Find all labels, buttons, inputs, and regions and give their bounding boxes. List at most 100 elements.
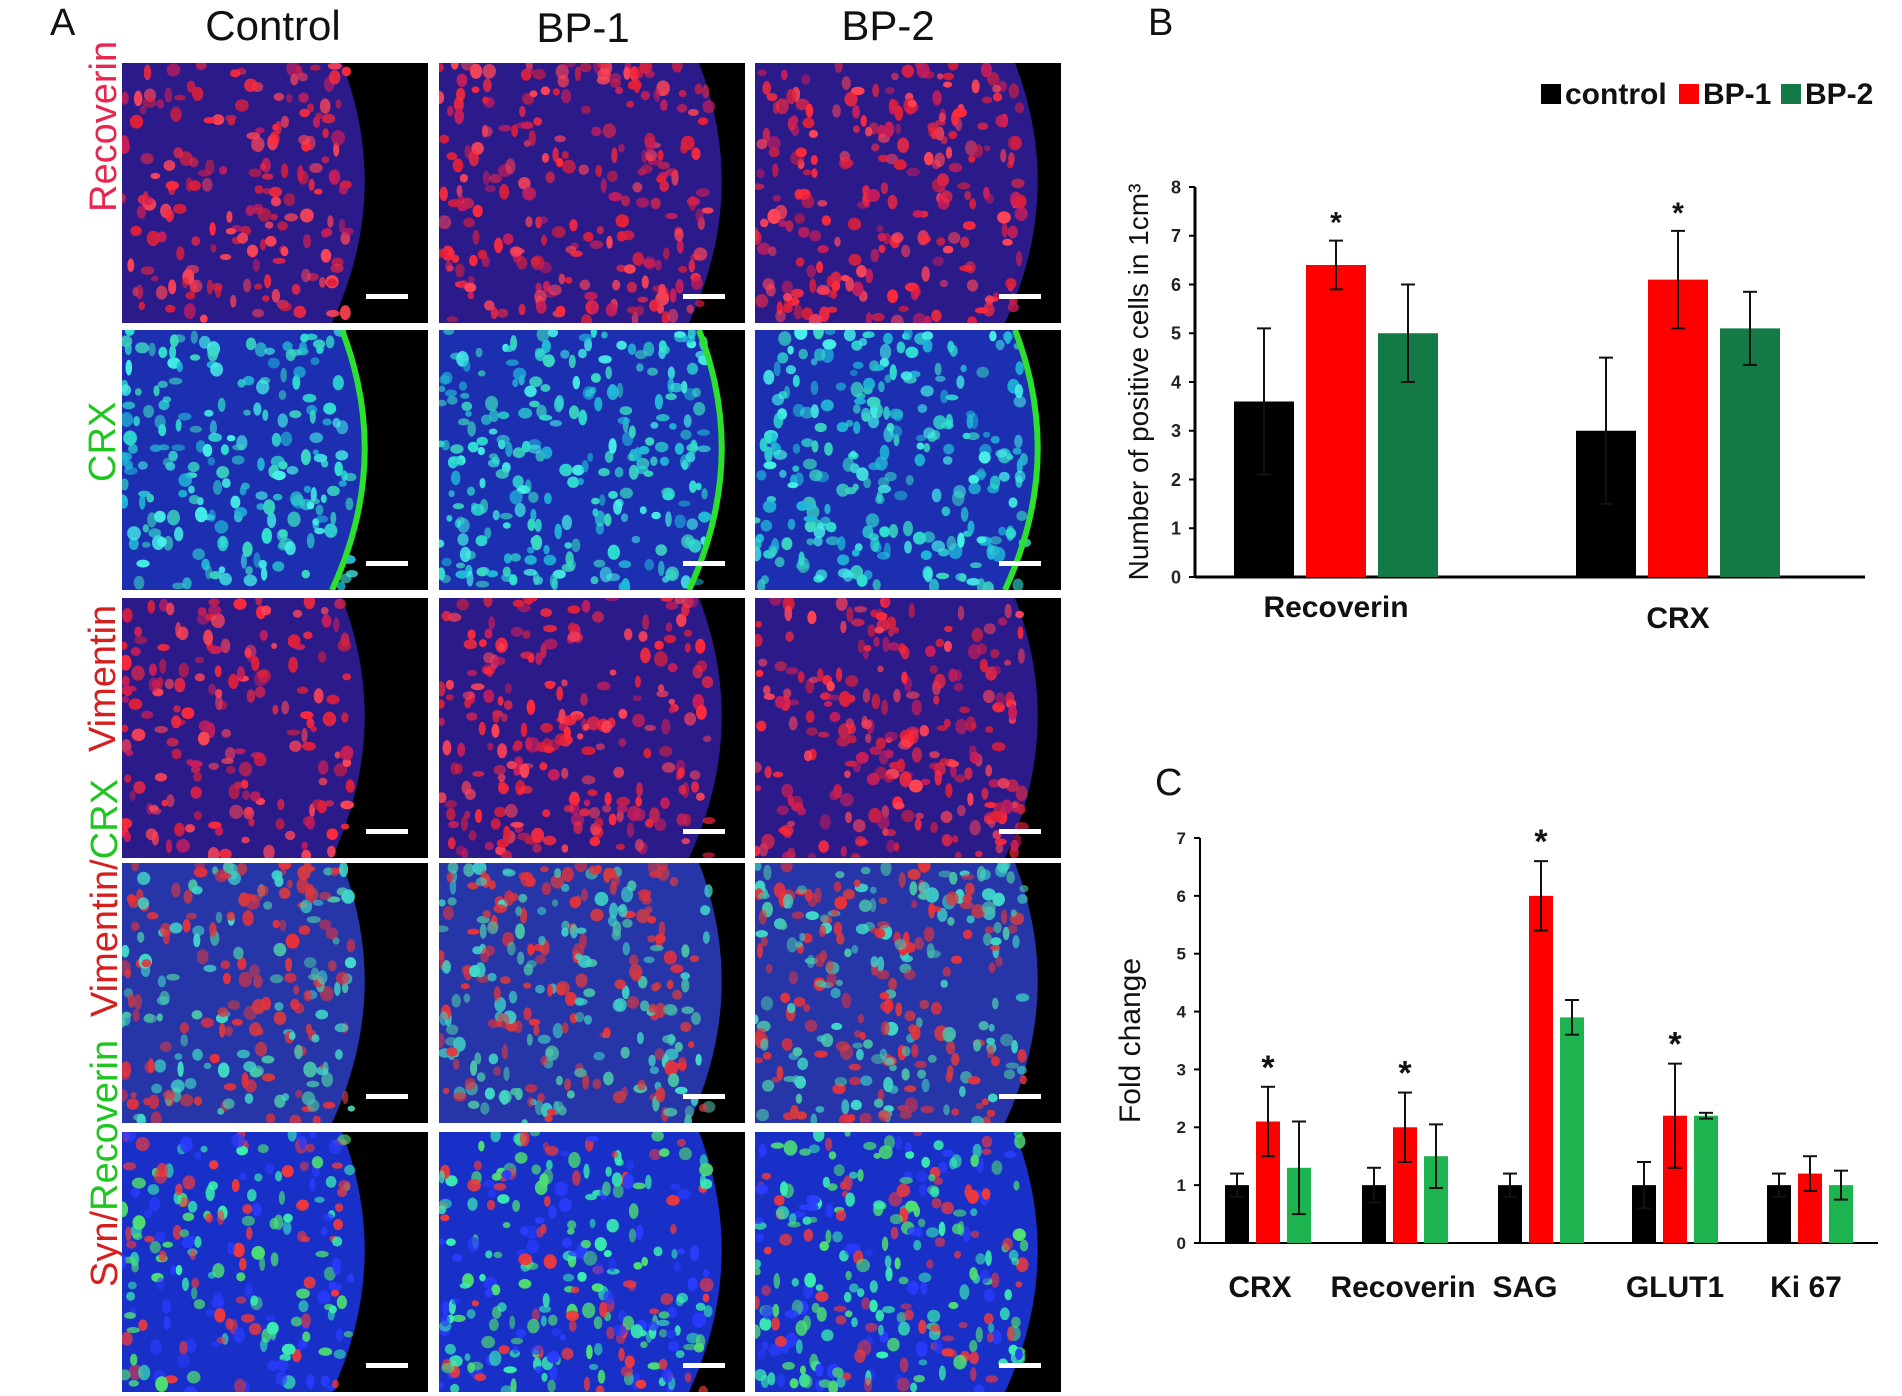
micrograph-0-1 — [439, 63, 745, 323]
scale-bar — [683, 829, 725, 834]
significance-star: * — [1672, 197, 1684, 230]
y-tick-label: 4 — [1171, 372, 1181, 392]
bar-control-Recoverin — [1234, 401, 1294, 577]
scale-bar — [999, 829, 1041, 834]
row-label-4: Syn/Recoverin — [84, 1039, 127, 1286]
row-label-part: Recoverin — [84, 1039, 126, 1211]
micrograph-2-0 — [122, 598, 428, 858]
bar-BP-1-Recoverin — [1306, 265, 1366, 577]
category-label: Recoverin — [1263, 591, 1408, 624]
micrograph-1-0 — [122, 330, 428, 590]
bar-control-Ki 67 — [1767, 1185, 1791, 1243]
bar-BP-1-GLUT1 — [1663, 1115, 1687, 1243]
micrograph-2-1 — [439, 598, 745, 858]
category-label: Ki 67 — [1770, 1271, 1842, 1304]
scale-bar — [683, 1363, 725, 1368]
significance-star: * — [1261, 1049, 1275, 1087]
row-label-part: Vimentin — [82, 604, 124, 752]
bar-BP-2-GLUT1 — [1694, 1115, 1718, 1243]
bar-BP-2-SAG — [1560, 1017, 1584, 1243]
y-tick-label: 3 — [1177, 1060, 1186, 1079]
y-axis-label: Fold change — [1114, 958, 1147, 1123]
bar-BP-2-Ki 67 — [1829, 1185, 1853, 1243]
panel-letter-b: B — [1148, 2, 1174, 44]
micrograph-0-2 — [755, 63, 1061, 323]
y-tick-label: 6 — [1171, 275, 1181, 295]
micrograph-1-2 — [755, 330, 1061, 590]
y-tick-label: 4 — [1177, 1003, 1187, 1022]
significance-star: * — [1330, 207, 1342, 240]
category-label: Recoverin — [1330, 1271, 1475, 1304]
row-label-part: Vimentin/ — [84, 858, 126, 1017]
y-tick-label: 3 — [1171, 421, 1181, 441]
column-header-bp1: BP-1 — [536, 4, 630, 51]
category-label: CRX — [1228, 1271, 1291, 1304]
column-header-bp2: BP-2 — [841, 2, 935, 49]
row-label-0: Recoverin — [83, 40, 126, 211]
micrograph-3-1 — [439, 863, 745, 1123]
scale-bar — [366, 294, 408, 299]
micrograph-1-1 — [439, 330, 745, 590]
legend-label: BP-2 — [1805, 78, 1873, 111]
y-tick-label: 2 — [1171, 470, 1181, 490]
micrograph-3-0 — [122, 863, 428, 1123]
significance-star: * — [1398, 1055, 1412, 1093]
y-tick-label: 5 — [1171, 324, 1181, 344]
row-label-3: Vimentin/CRX — [84, 779, 127, 1017]
scale-bar — [683, 1094, 725, 1099]
y-tick-label: 0 — [1177, 1234, 1186, 1253]
significance-star: * — [1534, 823, 1548, 861]
scale-bar — [683, 294, 725, 299]
significance-star: * — [1668, 1026, 1682, 1064]
scale-bar — [366, 561, 408, 566]
y-tick-label: 5 — [1177, 945, 1186, 964]
scale-bar — [683, 561, 725, 566]
legend-swatch — [1679, 84, 1699, 104]
legend-swatch — [1781, 84, 1801, 104]
row-label-1: CRX — [82, 401, 125, 481]
category-label: CRX — [1646, 602, 1709, 635]
y-axis-label: Number of positive cells in 1cm³ — [1123, 184, 1154, 581]
column-header-control: Control — [205, 2, 341, 49]
scale-bar — [999, 294, 1041, 299]
scale-bar — [366, 1363, 408, 1368]
bar-BP-1-CRX — [1256, 1121, 1280, 1243]
scale-bar — [999, 561, 1041, 566]
scale-bar — [999, 1363, 1041, 1368]
micrograph-3-2 — [755, 863, 1061, 1123]
micrograph-0-0 — [122, 63, 428, 323]
panel-letter-c: C — [1155, 762, 1183, 804]
bar-control-CRX — [1225, 1185, 1249, 1243]
micrograph-4-1 — [439, 1132, 745, 1392]
bar-BP-2-CRX — [1287, 1167, 1311, 1243]
y-tick-label: 2 — [1177, 1118, 1186, 1137]
bar-control-CRX — [1576, 430, 1636, 577]
bar-BP-1-SAG — [1529, 895, 1553, 1243]
y-tick-label: 1 — [1171, 519, 1181, 539]
row-label-part: Recoverin — [83, 40, 125, 212]
scale-bar — [366, 1094, 408, 1099]
bar-BP-2-CRX — [1720, 328, 1780, 577]
row-label-part: CRX — [84, 778, 126, 859]
bar-BP-2-Recoverin — [1378, 333, 1438, 577]
micrograph-2-2 — [755, 598, 1061, 858]
row-label-part: CRX — [82, 401, 124, 482]
bar-BP-1-Recoverin — [1393, 1127, 1417, 1243]
bar-BP-1-Ki 67 — [1798, 1173, 1822, 1243]
row-label-part: Syn/ — [84, 1210, 126, 1287]
y-tick-label: 6 — [1177, 887, 1186, 906]
y-tick-label: 1 — [1177, 1176, 1186, 1195]
legend-label: BP-1 — [1703, 78, 1771, 111]
y-tick-label: 7 — [1177, 829, 1186, 848]
bar-BP-1-CRX — [1648, 279, 1708, 577]
legend-label: control — [1565, 78, 1667, 111]
legend-swatch — [1541, 84, 1561, 104]
scale-bar — [999, 1094, 1041, 1099]
category-label: SAG — [1492, 1271, 1557, 1304]
bar-control-SAG — [1498, 1185, 1522, 1243]
category-label: GLUT1 — [1626, 1271, 1724, 1304]
row-label-2: Vimentin — [82, 604, 125, 751]
bar-control-Recoverin — [1362, 1185, 1386, 1243]
scale-bar — [366, 829, 408, 834]
micrograph-4-0 — [122, 1132, 428, 1392]
